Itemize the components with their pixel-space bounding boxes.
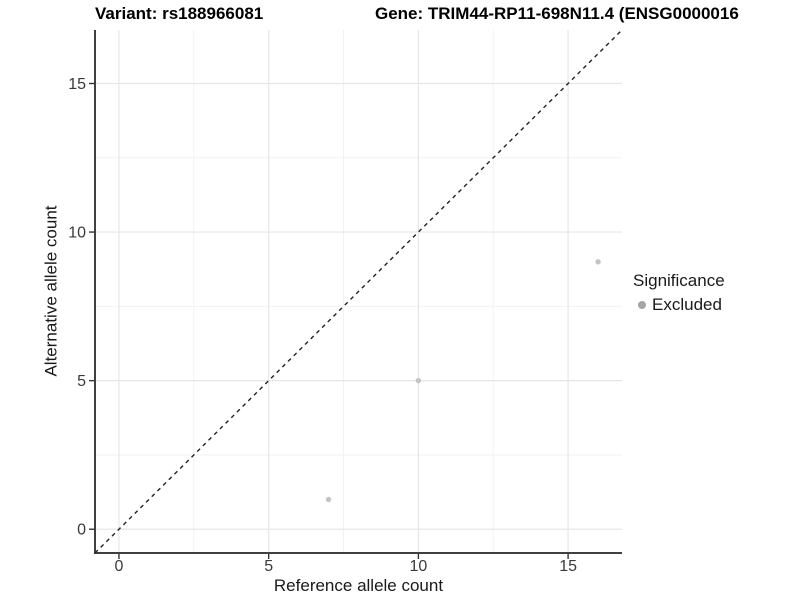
y-tick-label: 10 [68,225,86,242]
legend-entry-label: Excluded [652,295,722,314]
data-point [415,377,422,384]
x-tick-label: 5 [264,558,273,575]
legend-entry-excluded: Excluded [633,295,725,315]
x-tick-label: 10 [409,558,427,575]
x-tick-label: 0 [115,558,124,575]
y-tick-label: 5 [77,373,86,390]
legend-title: Significance [633,271,725,290]
plot-title-gene: Gene: TRIM44-RP11-698N11.4 (ENSG0000016 [375,4,739,23]
x-tick-label: 15 [559,558,577,575]
legend-key-dot-icon [638,301,646,309]
x-axis-title: Reference allele count [273,576,444,595]
plot-title-variant: Variant: rs188966081 [95,4,264,23]
data-point [325,496,332,503]
legend: Significance Excluded [633,271,725,315]
y-tick-label: 15 [68,76,86,93]
identity-reference-line [94,29,623,554]
data-point [595,259,601,265]
y-axis-title: Alternative allele count [41,205,61,377]
y-tick-label: 0 [77,522,86,539]
